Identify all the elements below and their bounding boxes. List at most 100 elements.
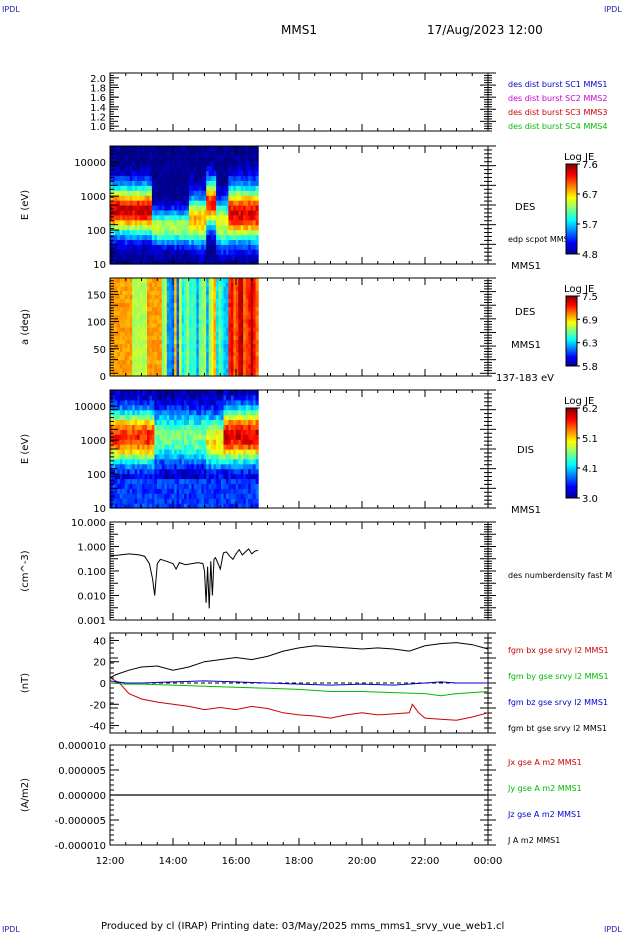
- heatmap-cell: [256, 156, 259, 162]
- heatmap-cell: [256, 303, 259, 308]
- ytick-label: 150: [87, 290, 106, 301]
- heatmap-cell: [256, 335, 259, 340]
- ytick-label: 10000: [74, 158, 106, 169]
- heatmap-cell: [256, 352, 259, 357]
- heatmap-cell: [256, 171, 259, 177]
- heatmap-cell: [256, 200, 259, 206]
- heatmap-cell: [256, 356, 259, 361]
- heatmap-cell: [256, 180, 259, 186]
- heatmap-cell: [256, 434, 259, 440]
- colorbar-tick-label: 4.1: [582, 464, 598, 475]
- heatmap-cell: [256, 210, 259, 216]
- heatmap-cell: [256, 444, 259, 450]
- heatmap-cell: [256, 439, 259, 445]
- colorbar-tick-label: 4.8: [582, 250, 598, 261]
- ytick-label: 100: [87, 470, 106, 481]
- heatmap-cell: [256, 319, 259, 324]
- heatmap-cell: [256, 195, 259, 201]
- panel-right-label: DES: [515, 307, 535, 318]
- heatmap-cell: [256, 185, 259, 191]
- spacecraft-title: MMS1: [281, 23, 317, 37]
- colorbar-tick-label: 3.0: [582, 494, 598, 505]
- heatmap-cell: [256, 364, 259, 369]
- heatmap-cell: [256, 205, 259, 211]
- heatmap-cell: [256, 327, 259, 332]
- ytick-label: 10: [93, 260, 106, 271]
- legend-entry: des dist burst SC4 MMS4: [508, 122, 607, 131]
- colorbar-tick-label: 6.9: [582, 315, 598, 326]
- y-axis-label: E (eV): [20, 434, 31, 464]
- heatmap-cell: [256, 405, 259, 411]
- y-axis-label: E (eV): [20, 190, 31, 220]
- heatmap-cell: [256, 249, 259, 255]
- panel-right-label: DES: [515, 202, 535, 213]
- heatmap-cell: [256, 161, 259, 167]
- heatmap-cell: [256, 230, 259, 236]
- panel-small-label: edp scpot MMS1: [508, 235, 574, 244]
- minor-ticks: [110, 73, 496, 131]
- y-axis-label: a (deg): [20, 309, 31, 345]
- ytick-label: 1000: [81, 192, 106, 203]
- heatmap-cell: [256, 479, 259, 485]
- colorbar-tick-label: 5.8: [582, 362, 598, 373]
- heatmap-cells: [110, 278, 259, 377]
- heatmap-cell: [256, 311, 259, 316]
- heatmap-cell: [256, 239, 259, 245]
- heatmap-cell: [256, 498, 259, 504]
- heatmap-cell: [256, 315, 259, 320]
- heatmap-cell: [256, 469, 259, 475]
- heatmap-cell: [256, 294, 259, 299]
- corner-label-top-left: IPDL: [2, 5, 20, 14]
- colorbar: [566, 296, 577, 366]
- heatmap-cell: [256, 166, 259, 172]
- heatmap-cell: [256, 298, 259, 303]
- heatmap-cell: [256, 464, 259, 470]
- heatmap-cell: [256, 415, 259, 421]
- colorbar-tick-label: 6.7: [582, 190, 598, 201]
- panel-bottom-label: MMS1: [511, 261, 541, 272]
- panel-bottom-label: MMS1: [511, 505, 541, 516]
- colorbar-tick-label: 5.7: [582, 220, 598, 231]
- colorbar-tick-label: 7.6: [582, 160, 598, 171]
- ytick-label: 100: [87, 226, 106, 237]
- heatmap-cells: [110, 146, 259, 265]
- heatmap-cell: [256, 235, 259, 241]
- heatmap-cell: [256, 339, 259, 344]
- heatmap-cell: [256, 323, 259, 328]
- minor-ticks: [110, 522, 496, 620]
- panel-right-label: DIS: [517, 445, 534, 456]
- heatmap-cell: [256, 454, 259, 460]
- heatmap-cell: [256, 420, 259, 426]
- panel-bottom-label: 137-183 eV: [496, 373, 554, 384]
- ytick-label: 1000: [81, 436, 106, 447]
- heatmap-cell: [256, 290, 259, 295]
- legend-entry: des dist burst SC3 MMS3: [508, 108, 607, 117]
- heatmap-cell: [256, 424, 259, 430]
- heatmap-cell: [256, 368, 259, 373]
- legend-entry: des dist burst SC1 MMS1: [508, 80, 607, 89]
- heatmap-cell: [256, 190, 259, 196]
- heatmap-cell: [256, 488, 259, 494]
- heatmap-cell: [256, 282, 259, 287]
- heatmap-cell: [256, 483, 259, 489]
- heatmap-cell: [256, 390, 259, 396]
- heatmap-cell: [256, 176, 259, 182]
- heatmap-cell: [256, 225, 259, 231]
- heatmap-cell: [256, 278, 259, 283]
- panel-frame: [110, 73, 488, 131]
- heatmap-cell: [256, 400, 259, 406]
- heatmap-cell: [256, 449, 259, 455]
- heatmap-cells: [110, 390, 259, 509]
- heatmap-cell: [256, 307, 259, 312]
- heatmap-cell: [256, 244, 259, 250]
- corner-label-top-right: IPDL: [604, 5, 622, 14]
- heatmap-cell: [256, 347, 259, 352]
- heatmap-cell: [256, 331, 259, 336]
- colorbar: [566, 408, 577, 498]
- ytick-label: 100: [87, 318, 106, 329]
- ytick-label: 1.0: [90, 122, 106, 133]
- time-ticks: [110, 73, 488, 131]
